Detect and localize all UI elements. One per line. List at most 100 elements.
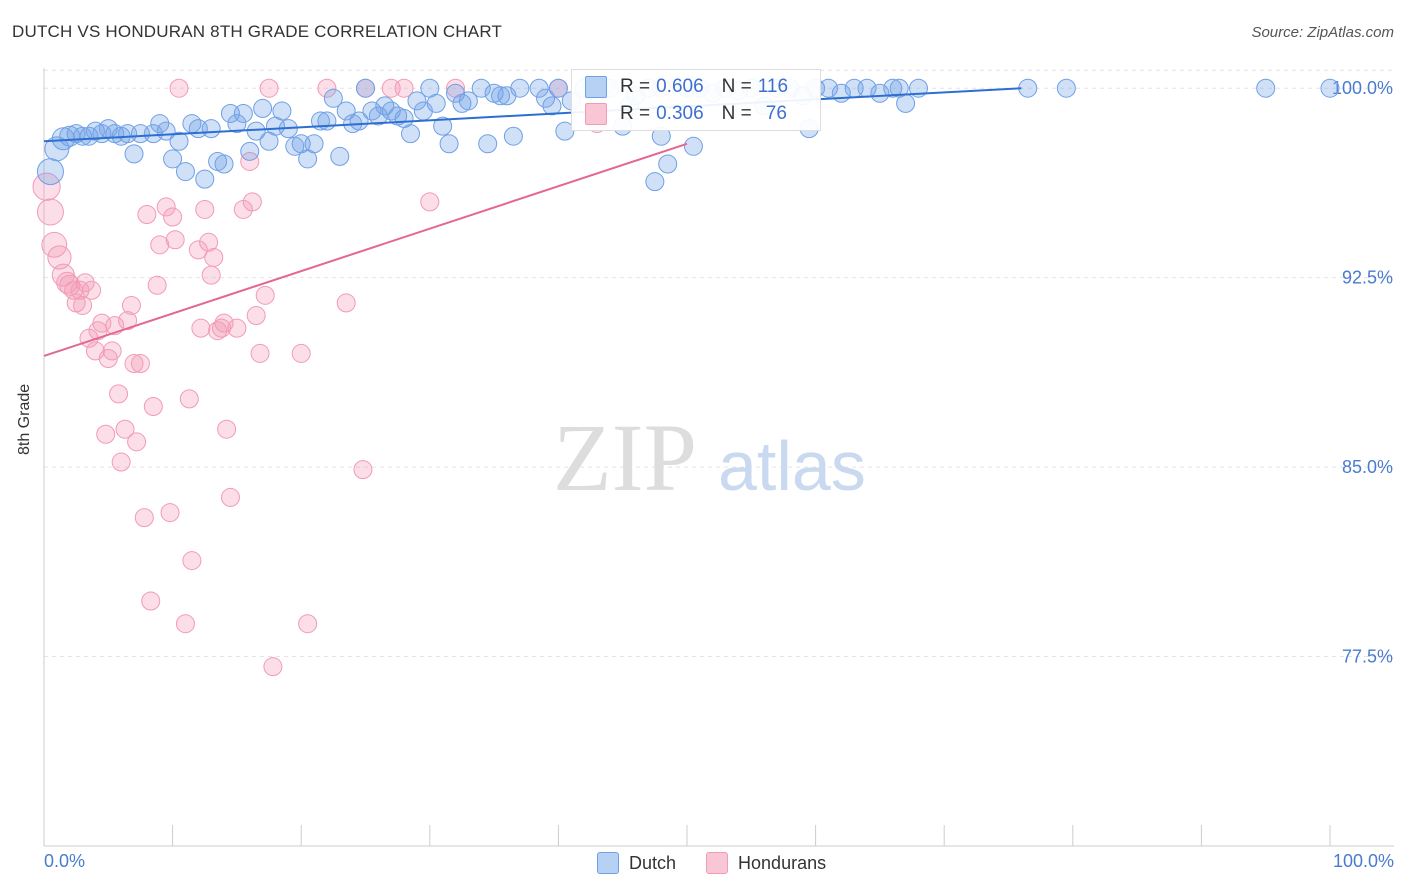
dutch-point-0 — [36, 158, 64, 186]
hondurans-point-29 — [134, 508, 154, 528]
dutch-point-19 — [169, 131, 189, 151]
hondurans-point-41 — [179, 389, 199, 409]
y-tick-labels: 100.0% 92.5% 85.0% 77.5% — [1332, 78, 1393, 666]
dutch-point-66 — [478, 134, 498, 154]
hondurans-point-67 — [353, 460, 373, 480]
hondurans-point-51 — [214, 313, 234, 333]
dutch-point-16 — [150, 114, 170, 134]
dutch-point-87 — [658, 154, 678, 174]
dutch-point-56 — [407, 91, 427, 111]
dutch-point-76 — [555, 121, 575, 141]
dutch-point-24 — [201, 119, 221, 139]
dutch-swatch — [585, 76, 607, 98]
dutch-point-112 — [1256, 78, 1276, 98]
y-axis-title: 8th Grade — [16, 383, 33, 455]
dutch-point-50 — [368, 106, 388, 126]
dutch-point-18 — [163, 149, 183, 169]
dutch-point-42 — [317, 111, 337, 131]
hondurans-point-62 — [263, 657, 283, 677]
hondurans-point-33 — [147, 275, 167, 295]
hondurans-point-26 — [124, 354, 144, 374]
hondurans-point-2 — [41, 231, 68, 258]
dutch-n-value: 116 — [757, 76, 789, 97]
legend: Dutch Hondurans — [597, 852, 856, 874]
dutch-point-61 — [439, 134, 459, 154]
hondurans-point-52 — [217, 419, 237, 439]
hondurans-point-38 — [165, 230, 185, 250]
hondurans-point-43 — [188, 240, 208, 260]
x-axis-max-label: 100.0% — [1332, 851, 1394, 871]
hondurans-point-57 — [242, 192, 262, 212]
dutch-point-20 — [175, 162, 195, 182]
hondurans-point-63 — [291, 343, 311, 363]
dutch-n-label: N = — [721, 76, 752, 97]
dutch-point-23 — [195, 169, 215, 189]
dutch-point-44 — [330, 146, 350, 166]
hondurans-point-35 — [156, 197, 176, 217]
y-tick-label-3: 77.5% — [1342, 647, 1393, 667]
y-tick-label-2: 85.0% — [1342, 457, 1393, 477]
dutch-point-40 — [304, 134, 324, 154]
stats-row-hondurans: R = 0.306 N = 76 — [572, 100, 787, 128]
dutch-point-32 — [253, 98, 273, 118]
legend-hondurans-swatch — [706, 852, 729, 874]
hondurans-point-42 — [182, 551, 202, 571]
dutch-point-75 — [548, 78, 568, 98]
hondurans-point-64 — [298, 614, 318, 634]
hondurans-point-24 — [118, 311, 138, 331]
hondurans-point-66 — [336, 293, 356, 313]
hondurans-point-65 — [317, 78, 337, 98]
dutch-point-45 — [336, 101, 356, 121]
dutch-point-74 — [542, 96, 562, 116]
dutch-point-65 — [471, 78, 491, 98]
legend-hondurans-label: Hondurans — [738, 852, 827, 873]
hondurans-point-45 — [195, 199, 215, 219]
x-axis-min-label: 0.0% — [44, 851, 86, 871]
dutch-point-70 — [503, 126, 523, 146]
y-tick-label-0: 100.0% — [1332, 78, 1393, 98]
hondurans-point-59 — [250, 343, 270, 363]
dutch-trend-line — [43, 87, 1022, 143]
hondurans-r-value: 0.306 — [656, 103, 704, 124]
hondurans-point-25 — [121, 295, 141, 315]
hondurans-point-48 — [204, 247, 224, 267]
dutch-point-110 — [1018, 78, 1038, 98]
y-tick-label-1: 92.5% — [1342, 268, 1393, 288]
dutch-point-47 — [349, 111, 369, 131]
chart-title: DUTCH VS HONDURAN 8TH GRADE CORRELATION … — [12, 22, 503, 41]
hondurans-point-23 — [115, 419, 135, 439]
dutch-point-113 — [1320, 78, 1340, 98]
hondurans-point-61 — [259, 78, 279, 98]
dutch-point-35 — [272, 101, 292, 121]
hondurans-point-54 — [227, 318, 247, 338]
dutch-point-30 — [240, 141, 260, 161]
hondurans-point-56 — [240, 151, 260, 171]
axes — [43, 68, 1394, 847]
hondurans-point-44 — [191, 318, 211, 338]
hondurans-point-39 — [169, 78, 189, 98]
hondurans-point-17 — [96, 424, 116, 444]
hondurans-point-50 — [211, 318, 231, 338]
dutch-point-51 — [375, 96, 395, 116]
hondurans-point-13 — [82, 280, 102, 300]
trend-lines — [43, 87, 1022, 357]
hondurans-point-10 — [73, 295, 93, 315]
dutch-point-29 — [233, 103, 253, 123]
hondurans-point-3 — [47, 245, 72, 270]
stats-row-dutch: R = 0.606 N = 116 — [572, 73, 788, 101]
dutch-point-85 — [645, 172, 665, 192]
legend-dutch-label: Dutch — [629, 852, 677, 873]
dutch-point-64 — [458, 91, 478, 111]
watermark: ZIP atlas — [553, 404, 866, 511]
hondurans-point-32 — [143, 396, 163, 416]
hondurans-point-34 — [150, 235, 170, 255]
hondurans-point-36 — [160, 503, 180, 523]
hondurans-point-28 — [130, 354, 150, 374]
dutch-point-111 — [1056, 78, 1076, 98]
dutch-point-49 — [362, 101, 382, 121]
watermark-atlas: atlas — [718, 427, 866, 505]
hondurans-point-37 — [163, 207, 183, 227]
dutch-point-108 — [896, 93, 916, 113]
hondurans-point-71 — [420, 192, 440, 212]
